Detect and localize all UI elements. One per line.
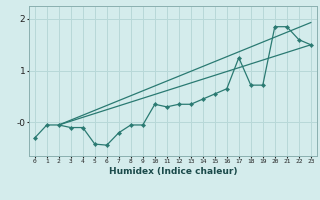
- X-axis label: Humidex (Indice chaleur): Humidex (Indice chaleur): [108, 167, 237, 176]
